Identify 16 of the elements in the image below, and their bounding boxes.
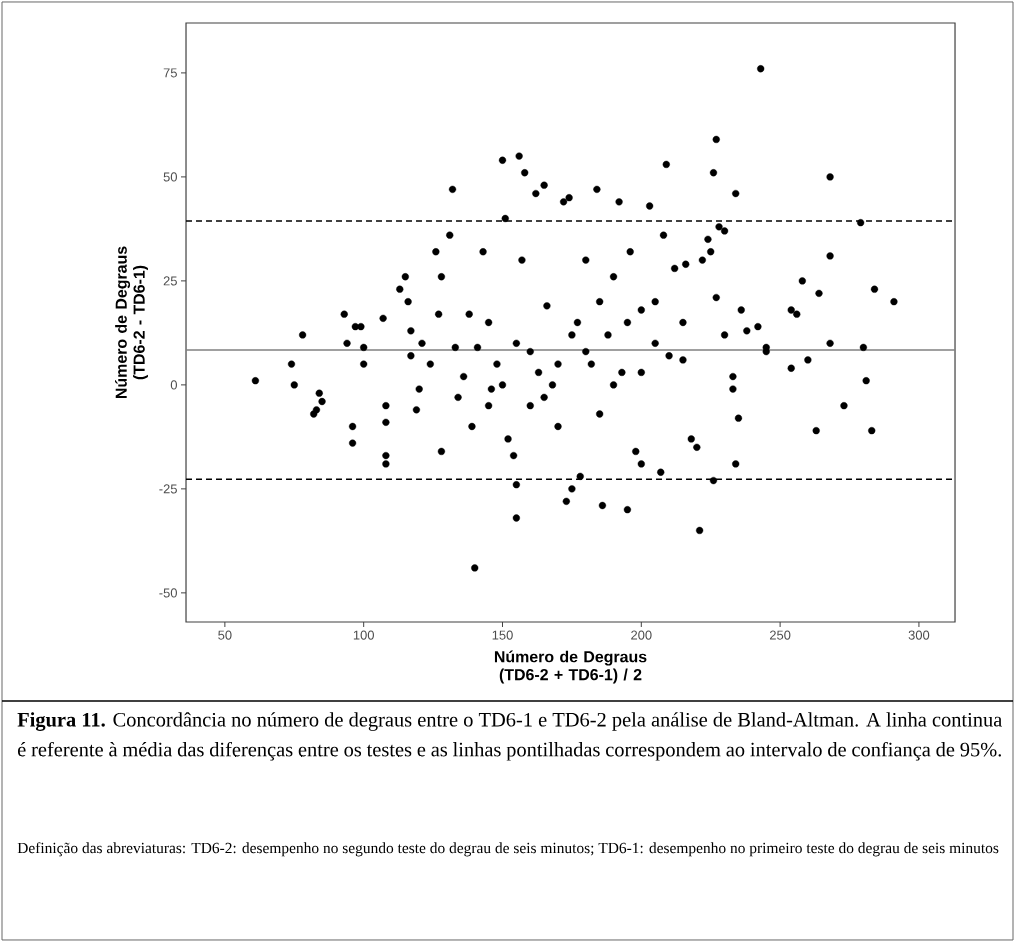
x-tick-label: 250: [769, 630, 791, 640]
y-axis-title: Número de Degraus (TD6-2 - TD6-1): [115, 246, 148, 399]
y-tick-label: -50: [159, 588, 177, 598]
x-tick-label: 50: [218, 630, 232, 640]
x-tick-label: 100: [353, 630, 374, 640]
y-tick-label: 75: [163, 68, 177, 78]
x-tick-label: 150: [492, 630, 513, 640]
x-axis-title: Número de Degraus (TD6-2 + TD6-1) / 2: [494, 650, 647, 684]
y-tick-label: 25: [163, 276, 177, 286]
x-tick-label: 300: [908, 630, 930, 640]
y-tick-label: -25: [159, 484, 177, 494]
text: Definição das abreviaturas: TD6-2: desempenho no segundo teste do degrau de seis minutos; TD6-1: desempenho no primeiro teste do degrau de seis minutos: [17, 842, 999, 857]
y-tick-label: 50: [163, 172, 177, 182]
y-tick-label: 0: [170, 380, 177, 390]
x-tick-label: 200: [631, 630, 652, 640]
text: Figura 11. Concordância no número de degraus entre o TD6-1 e TD6-2 pela análise de Bland-Altman. A linha continua é referente à média das diferenças entre os testes e as linhas pontilhadas correspondem ao intervalo de confiança de 95%.: [17, 712, 1003, 761]
